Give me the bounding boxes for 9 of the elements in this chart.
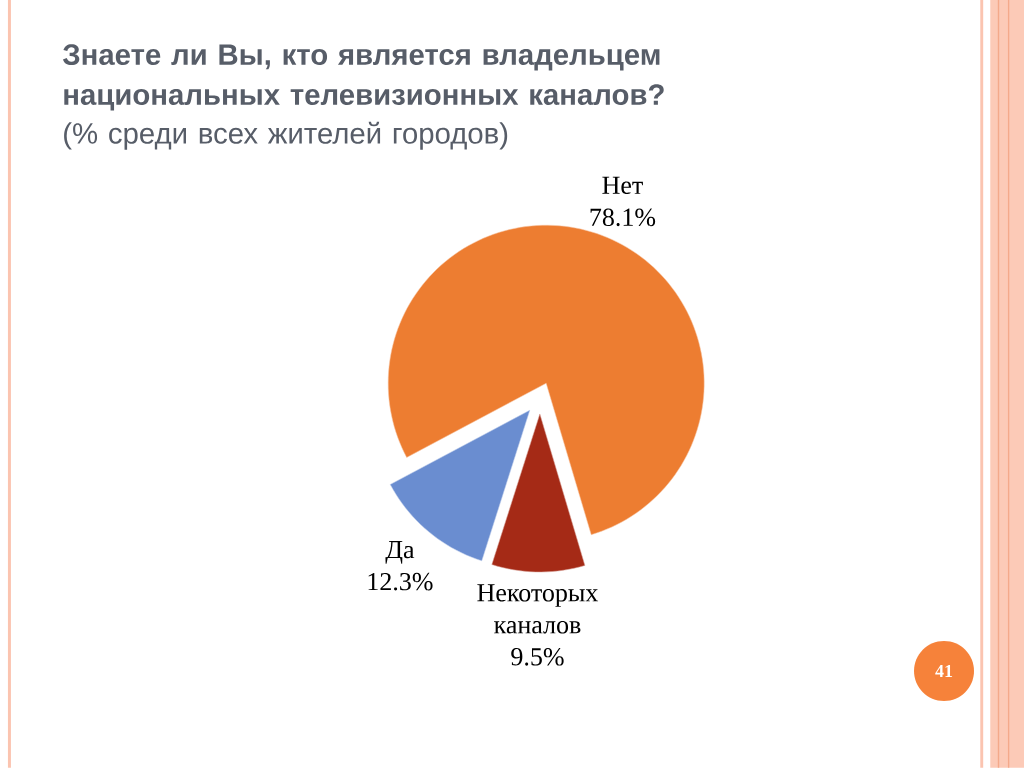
data-label: 9.5% — [511, 647, 564, 666]
slice-label: Да — [385, 541, 415, 564]
slice-label: Нет — [602, 176, 643, 195]
slice-label: Некоторых каналов — [477, 584, 599, 634]
text: 41 — [935, 665, 953, 677]
data-label: 78.1% — [590, 208, 656, 227]
chart-title: Знаете ли Вы, кто является владельцем национальных телевизионных каналов? — [62, 44, 664, 111]
data-label: 12.3% — [368, 572, 433, 591]
chart-subtitle: (% среди всех жителей городов) — [64, 121, 508, 150]
